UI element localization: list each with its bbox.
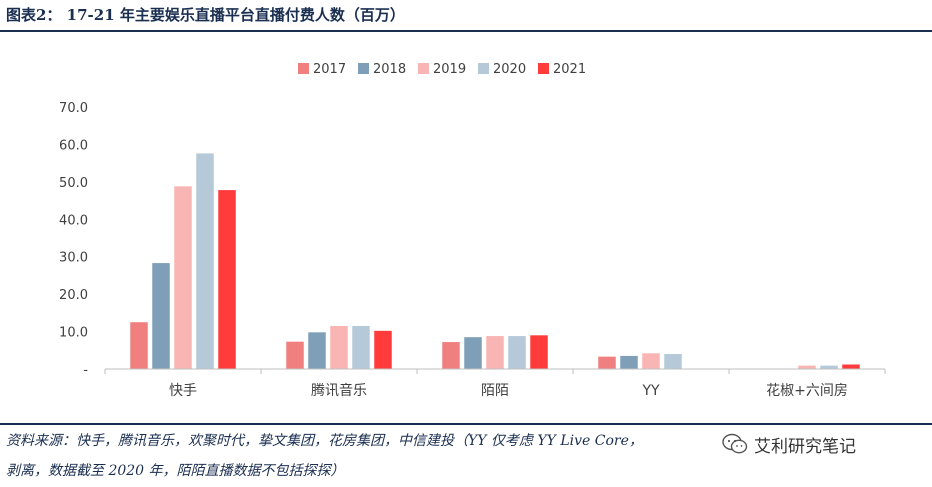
x-tick-label: 快手: [169, 383, 197, 399]
y-tick-label: 30.0: [59, 251, 88, 266]
bar-2019: [330, 325, 348, 369]
title-divider: [0, 30, 932, 32]
bar-2017: [598, 356, 616, 369]
bar-2020: [664, 354, 682, 369]
y-tick-label: 40.0: [59, 213, 88, 228]
bars: [130, 153, 860, 369]
bar-2021: [374, 330, 392, 369]
bar-2021: [218, 190, 236, 369]
y-tick-label: 20.0: [59, 288, 88, 303]
source-divider: [0, 423, 932, 425]
bar-2020: [508, 336, 526, 369]
bar-2019: [174, 186, 192, 369]
bar-2018: [152, 263, 170, 369]
source-note-line-1: 资料来源：快手，腾讯音乐，欢聚时代，挚文集团，花房集团，中信建投（YY 仅考虑 …: [6, 433, 643, 449]
legend-swatch-2020: [478, 63, 489, 74]
watermark-text: 艾利研究笔记: [754, 436, 856, 457]
bar-2019: [798, 365, 816, 369]
y-tick-label: -: [83, 363, 88, 378]
legend-swatch-2021: [538, 63, 549, 74]
bar-2021: [842, 364, 860, 369]
legend-label-2017: 2017: [313, 62, 346, 77]
wechat-icon: [722, 433, 748, 454]
legend-label-2021: 2021: [553, 62, 586, 77]
bar-2018: [308, 332, 326, 369]
watermark: 艾利研究笔记: [718, 430, 860, 458]
y-tick-label: 60.0: [59, 138, 88, 153]
bar-2018: [620, 355, 638, 369]
x-tick-label: 腾讯音乐: [311, 382, 367, 399]
legend-swatch-2017: [298, 63, 309, 74]
legend-label-2019: 2019: [433, 62, 466, 77]
bar-2017: [442, 342, 460, 369]
chart-legend: 2017 2018 2019 2020 2021: [298, 62, 586, 77]
y-axis: - 10.0 20.0 30.0 40.0 50.0 60.0 70.0: [59, 101, 88, 378]
legend-swatch-2018: [358, 63, 369, 74]
bar-2018: [464, 337, 482, 369]
figure-title: 图表2： 17-21 年主要娱乐直播平台直播付费人数（百万）: [6, 6, 405, 24]
x-tick-label: 陌陌: [481, 383, 509, 399]
source-note-line-2: 剥离，数据截至 2020 年，陌陌直播数据不包括探探）: [6, 463, 345, 479]
legend-label-2020: 2020: [493, 62, 526, 77]
y-tick-label: 70.0: [59, 101, 88, 116]
bar-2017: [130, 322, 148, 369]
y-tick-label: 50.0: [59, 176, 88, 191]
bar-2019: [486, 336, 504, 369]
bar-2020: [196, 153, 214, 369]
legend-label-2018: 2018: [373, 62, 406, 77]
x-tick-label: YY: [641, 383, 660, 399]
x-tick-label: 花椒+六间房: [766, 383, 848, 399]
bar-chart: 2017 2018 2019 2020 2021 - 10.0 20.0 30.0 40.0 50…: [59, 62, 886, 399]
x-axis: 快手 腾讯音乐 陌陌 YY 花椒+六间房: [104, 368, 886, 399]
bar-2017: [286, 341, 304, 369]
y-tick-label: 10.0: [59, 326, 88, 341]
legend-swatch-2019: [418, 63, 429, 74]
bar-2019: [642, 353, 660, 369]
bar-2021: [530, 335, 548, 369]
bar-2020: [352, 325, 370, 369]
bar-2020: [820, 365, 838, 369]
